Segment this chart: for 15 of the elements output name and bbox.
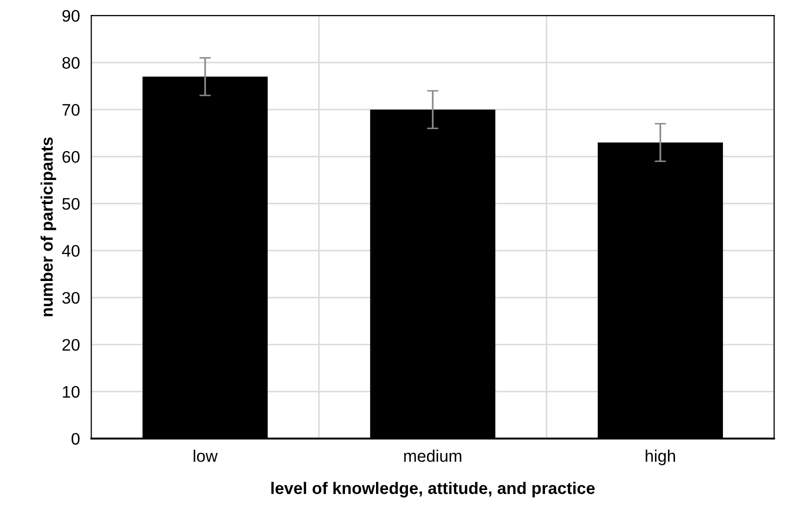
y-tick-label: 20 [62, 338, 80, 351]
y-tick-label: 80 [62, 56, 80, 69]
y-tick-label: 90 [62, 10, 80, 22]
y-tick-label: 30 [62, 292, 80, 304]
y-tick-label: 10 [62, 386, 80, 398]
x-tick-label: low [194, 450, 218, 462]
y-axis-title: number of participants [40, 137, 56, 316]
y-tick-label: 40 [62, 244, 80, 257]
y-tick-label: 0 [72, 432, 80, 445]
y-tick-label: 70 [62, 104, 80, 116]
y-tick-label: 60 [62, 150, 80, 163]
y-tick-label: 50 [62, 198, 80, 210]
x-axis-title: level of knowledge, attitude, and practice [271, 482, 595, 498]
x-tick-label: high [646, 450, 676, 466]
x-tick-label: medium [404, 450, 462, 462]
